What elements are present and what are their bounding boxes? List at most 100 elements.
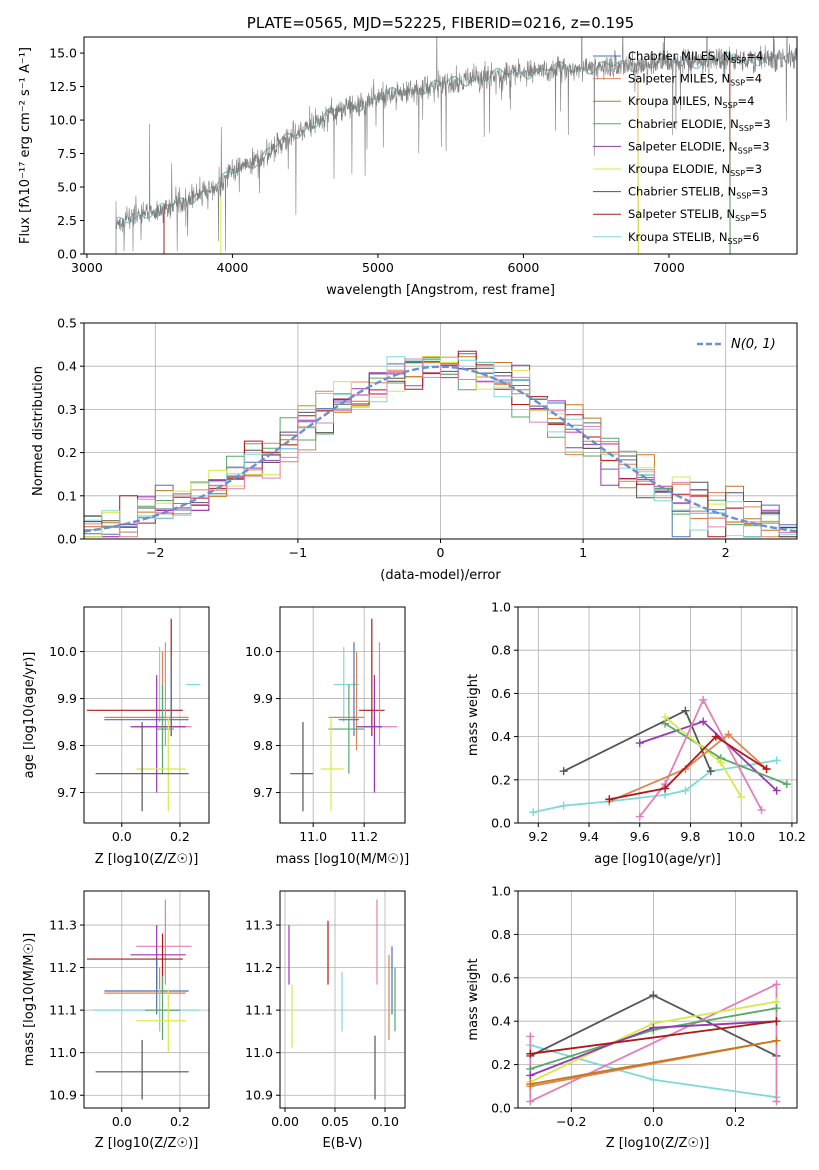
y-tick-label: 1.0 (491, 600, 511, 615)
legend-label-main: Chabrier MILES, N (628, 49, 731, 63)
y-tick-label: 11.0 (49, 1045, 77, 1060)
x-tick-label: −1 (289, 545, 307, 560)
plot-area-age_vs_mass (290, 618, 398, 812)
weight-marker (635, 739, 644, 748)
y-axis-label: Flux [fλ10⁻¹⁷ erg cm⁻² s⁻¹ A⁻¹] (18, 47, 33, 244)
legend-label-sub: SSP (730, 79, 745, 88)
panel-weight_vs_Z: −0.2 0.0 0.2 0.0 0.2 0.4 0.6 0.8 1.0 Z [log10(Z/Z… (466, 884, 798, 1151)
y-tick-label: 11.3 (245, 918, 273, 933)
y-tick-label: 10.0 (245, 644, 273, 659)
x-axis-label: Z [log10(Z/Z☉)] (95, 1136, 199, 1151)
y-tick-label: 0.2 (57, 445, 77, 460)
y-tick-label: 12.5 (49, 79, 77, 94)
axes-frame (517, 890, 798, 1109)
axes-frame (279, 890, 406, 1109)
plot-area-age_vs_Z (86, 618, 201, 812)
y-tick-label: 0.0 (57, 247, 77, 262)
weight-marker (762, 765, 771, 773)
axes-frame (83, 36, 798, 255)
x-tick-label: 10.2 (778, 829, 806, 844)
weight-marker (716, 758, 725, 767)
weight-marker (706, 767, 715, 776)
weight-marker (711, 732, 720, 741)
legend-label-sub: SSP (738, 146, 753, 155)
legend-label-sub: SSP (723, 101, 738, 110)
legend-label-main: Kroupa ELODIE, N (628, 162, 730, 176)
x-tick-label: 0.2 (170, 1114, 190, 1129)
weight-line (530, 1039, 777, 1085)
panel-mass_vs_ebv: 0.00 0.05 0.10 10.9 11.0 11.1 11.2 11.3 E(B-V) (245, 890, 406, 1151)
panel-age_vs_Z: 0.0 0.2 9.7 9.8 9.9 10.0 Z [log10(Z/Z☉)] age [l… (22, 606, 210, 867)
y-tick-label: 11.3 (49, 918, 77, 933)
x-tick-label: 0.0 (643, 1114, 663, 1129)
x-tick-label: 0.00 (271, 1114, 299, 1129)
weight-marker (526, 1097, 535, 1106)
weight-marker (772, 1004, 781, 1013)
x-axis-label: Z [log10(Z/Z☉)] (95, 852, 199, 867)
weight-marker (724, 730, 733, 739)
weight-marker (757, 806, 766, 815)
legend-label-tail: =4 (746, 49, 763, 63)
legend-label-main: Kroupa STELIB, N (628, 230, 728, 244)
panel-residuals: −2 −1 0 1 2 0.0 0.1 0.2 0.3 0.4 0.5 (data-model)/er… (31, 316, 798, 583)
x-tick-label: 0.2 (170, 829, 190, 844)
weight-marker (526, 1071, 535, 1080)
plot-area-weight_vs_age (529, 695, 791, 821)
legend-label: N(0, 1) (731, 337, 776, 352)
weight-marker (649, 1075, 658, 1084)
plot-area-weight_vs_Z (526, 980, 781, 1106)
y-tick-label: 9.9 (57, 691, 77, 706)
weight-line (638, 697, 763, 818)
x-tick-label: 2 (722, 545, 730, 560)
weight-marker (772, 1017, 781, 1026)
y-tick-label: 9.9 (253, 691, 273, 706)
legend-label-sub: SSP (728, 237, 743, 246)
chart-title: PLATE=0565, MJD=52225, FIBERID=0216, z=0… (247, 14, 634, 32)
y-axis-label: Normed distribution (31, 366, 46, 496)
y-tick-label: 0.0 (491, 816, 511, 831)
weight-marker (526, 1049, 535, 1058)
legend-label-main: Salpeter STELIB, N (628, 207, 735, 221)
weight-marker (737, 793, 746, 802)
weight-marker (559, 767, 568, 776)
weight-marker (559, 801, 568, 810)
x-axis-label: wavelength [Angstrom, rest frame] (326, 283, 555, 298)
legend-label: Salpeter MILES, NSSP=4 (628, 72, 762, 88)
x-tick-label: 6000 (508, 260, 540, 275)
x-tick-label: 1 (579, 545, 587, 560)
x-axis-label: (data-model)/error (380, 568, 501, 583)
weight-marker (699, 695, 708, 704)
y-tick-label: 7.5 (57, 146, 77, 161)
y-tick-label: 9.7 (253, 785, 273, 800)
x-tick-label: 0.05 (321, 1114, 349, 1129)
legend-label-main: Chabrier ELODIE, N (628, 117, 739, 131)
legend-label-tail: =6 (743, 230, 760, 244)
y-tick-label: 0.6 (491, 970, 511, 985)
x-tick-label: 0.10 (371, 1114, 399, 1129)
legend-label-main: Salpeter ELODIE, N (628, 139, 738, 153)
model-spectrum-line (163, 60, 639, 254)
y-tick-label: 0.8 (491, 643, 511, 658)
weight-marker (772, 1097, 781, 1106)
x-tick-label: 5000 (362, 260, 394, 275)
weight-marker (649, 991, 658, 1000)
y-tick-label: 0.0 (491, 1101, 511, 1116)
legend-label-sub: SSP (731, 56, 746, 65)
legend-label-tail: =3 (753, 139, 770, 153)
panel-weight_vs_age: 9.2 9.4 9.6 9.8 10.0 10.2 0.0 0.2 0.4 0.6 0.8 1.0 ag… (466, 600, 806, 868)
y-tick-label: 0.0 (57, 532, 77, 547)
legend-label-sub: SSP (735, 214, 750, 223)
x-tick-label: 4000 (217, 260, 249, 275)
axes-frame (517, 606, 798, 824)
weight-marker (772, 786, 781, 795)
y-tick-label: 9.8 (57, 738, 77, 753)
y-tick-label: 10.9 (245, 1088, 273, 1103)
y-tick-label: 0.5 (57, 316, 77, 331)
y-tick-label: 0.2 (491, 772, 511, 787)
weight-marker (772, 980, 781, 989)
weight-line (563, 709, 712, 773)
y-tick-label: 11.1 (245, 1003, 273, 1018)
y-tick-label: 0.4 (57, 359, 77, 374)
observed-spectrum-line (115, 37, 797, 254)
